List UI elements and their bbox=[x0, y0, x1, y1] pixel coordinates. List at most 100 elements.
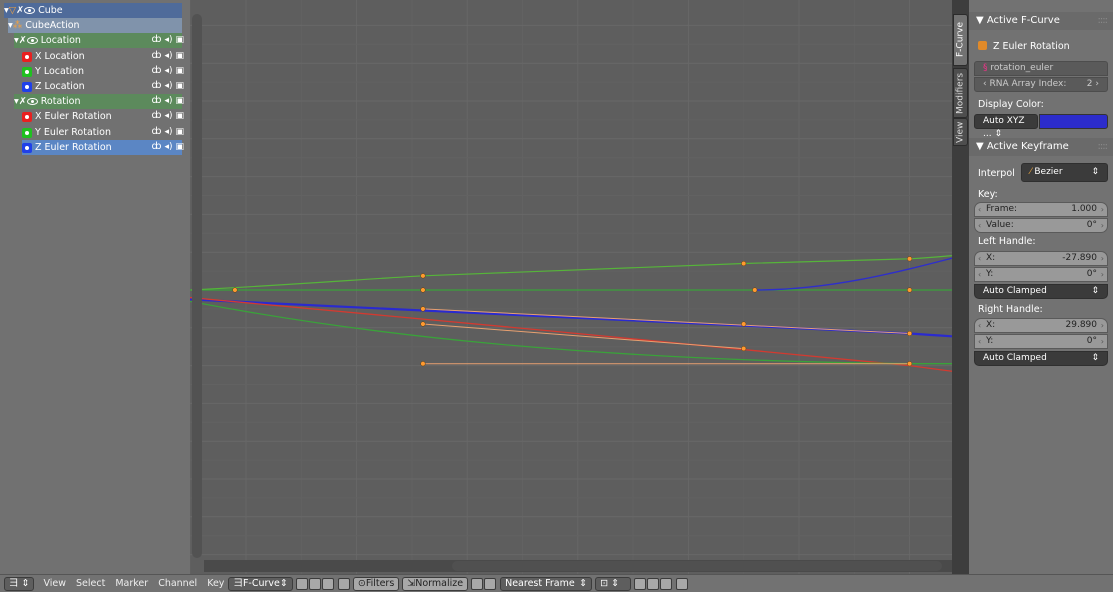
expand-arrow-icon[interactable]: ▾ bbox=[14, 35, 19, 46]
ghost-curves-icon[interactable] bbox=[676, 577, 689, 590]
expand-arrow-icon[interactable]: ▾ bbox=[14, 96, 19, 107]
keyframe-point[interactable] bbox=[907, 330, 913, 337]
search-icon[interactable] bbox=[337, 577, 350, 590]
editor-type-button[interactable]: ⺕ ⇕ bbox=[4, 576, 35, 591]
pin-icon[interactable]: ✗ bbox=[18, 35, 27, 46]
keyframe-point[interactable] bbox=[907, 287, 913, 293]
visibility-eye-icon[interactable] bbox=[22, 127, 32, 138]
modifier-wrench-icon[interactable]: ȸ bbox=[151, 141, 162, 152]
channel-z-location[interactable]: Z Location ȸ ◂) ▣ bbox=[22, 79, 184, 94]
paste-flipped-icon[interactable] bbox=[660, 577, 673, 590]
frame-field[interactable]: ‹ Frame: 1.000 › bbox=[974, 202, 1108, 217]
channel-y-euler-rotation[interactable]: Y Euler Rotation ȸ ◂) ▣ bbox=[22, 125, 184, 140]
decrement-arrow-icon[interactable]: ‹ bbox=[978, 221, 982, 230]
channel-rotation[interactable]: ▾ ✗ Rotation ȸ ◂) ▣ bbox=[14, 94, 184, 109]
increment-arrow-icon[interactable]: › bbox=[1100, 205, 1104, 214]
pin-icon[interactable]: ✗ bbox=[16, 5, 25, 16]
visibility-eye-icon[interactable] bbox=[22, 142, 32, 153]
menu-channel[interactable]: Channel bbox=[158, 578, 198, 589]
right-handle-x-field[interactable]: ‹ X: 29.890 › bbox=[974, 318, 1108, 333]
mode-dropdown[interactable]: ⺕ F-Curve ⇕ bbox=[228, 576, 293, 591]
fcurve-graph[interactable]: 121086420-2-4-6-8-10-1230405060708090100… bbox=[190, 0, 952, 574]
mute-speaker-icon[interactable]: ◂) bbox=[164, 80, 173, 91]
visibility-eye-icon[interactable] bbox=[22, 111, 32, 122]
mute-speaker-icon[interactable]: ◂) bbox=[164, 141, 173, 152]
channel-location[interactable]: ▾ ✗ Location ȸ ◂) ▣ bbox=[14, 33, 184, 48]
active-fcurve-panel-header[interactable]: ▼ Active F-Curve :::: bbox=[969, 12, 1113, 30]
lock-icon[interactable]: ▣ bbox=[175, 50, 184, 61]
increment-arrow-icon[interactable]: › bbox=[1100, 337, 1104, 346]
tab-fcurve[interactable]: F-Curve bbox=[953, 14, 968, 66]
drag-grip-icon[interactable]: :::: bbox=[1097, 15, 1109, 26]
increment-arrow-icon[interactable]: › bbox=[1100, 221, 1104, 230]
menu-view[interactable]: View bbox=[43, 578, 67, 589]
mute-speaker-icon[interactable]: ◂) bbox=[164, 110, 173, 121]
keyframe-point[interactable] bbox=[752, 287, 758, 293]
normalize-toggle[interactable]: ⇲ Normalize bbox=[402, 576, 469, 591]
mute-speaker-icon[interactable]: ◂) bbox=[164, 34, 173, 45]
expand-arrow-icon[interactable]: ▾ bbox=[4, 5, 9, 16]
drag-grip-icon[interactable]: :::: bbox=[1097, 141, 1109, 152]
keyframe-point[interactable] bbox=[420, 287, 426, 293]
increment-arrow-icon[interactable]: › bbox=[1100, 321, 1104, 330]
horizontal-scrollbar[interactable] bbox=[452, 561, 942, 571]
auto-normalize-icon[interactable] bbox=[471, 577, 484, 590]
record-icon[interactable] bbox=[484, 577, 497, 590]
left-handle-x-field[interactable]: ‹ X: -27.890 › bbox=[974, 251, 1108, 266]
keyframe-point[interactable] bbox=[907, 361, 913, 367]
lock-icon[interactable]: ▣ bbox=[175, 110, 184, 121]
expand-arrow-icon[interactable]: ▾ bbox=[8, 20, 13, 31]
channel-x-euler-rotation[interactable]: X Euler Rotation ȸ ◂) ▣ bbox=[22, 109, 184, 124]
left-handle-y-field[interactable]: ‹ Y: 0° › bbox=[974, 267, 1108, 282]
copy-keyframes-icon[interactable] bbox=[634, 577, 647, 590]
paste-keyframes-icon[interactable] bbox=[647, 577, 660, 590]
mute-speaker-icon[interactable]: ◂) bbox=[164, 126, 173, 137]
curve-z-euler-rotation[interactable] bbox=[190, 298, 952, 346]
curve-z-rotation-up[interactable] bbox=[754, 218, 952, 291]
mute-speaker-icon[interactable]: ◂) bbox=[164, 95, 173, 106]
lock-icon[interactable]: ▣ bbox=[175, 80, 184, 91]
channel-x-location[interactable]: X Location ȸ ◂) ▣ bbox=[22, 49, 184, 64]
keyframe-point[interactable] bbox=[741, 321, 747, 327]
visibility-eye-icon[interactable] bbox=[22, 81, 32, 92]
pin-icon[interactable]: ✗ bbox=[18, 96, 27, 107]
modifier-wrench-icon[interactable]: ȸ bbox=[151, 34, 162, 45]
mute-speaker-icon[interactable]: ◂) bbox=[164, 50, 173, 61]
lock-icon[interactable]: ▣ bbox=[175, 126, 184, 137]
tab-modifiers[interactable]: Modifiers bbox=[953, 68, 968, 118]
pivot-dropdown[interactable]: ⊡ ⇕ bbox=[595, 576, 632, 591]
keyframe-point[interactable] bbox=[420, 321, 426, 327]
left-handle-type-dropdown[interactable]: Auto Clamped ⇕ bbox=[974, 284, 1108, 299]
vertical-scrollbar[interactable] bbox=[192, 14, 202, 558]
filters-button[interactable]: ⊙ Filters bbox=[352, 576, 400, 591]
channel-cube[interactable]: ▾ ▽ ✗ Cube bbox=[4, 3, 182, 18]
keyframe-point[interactable] bbox=[420, 273, 426, 279]
modifier-wrench-icon[interactable]: ȸ bbox=[151, 126, 162, 137]
keyframe-point[interactable] bbox=[232, 287, 238, 293]
channel-cubeaction[interactable]: ▾ ⁂ CubeAction bbox=[8, 18, 182, 33]
eye-icon[interactable] bbox=[26, 98, 38, 105]
cursor-icon[interactable] bbox=[295, 577, 308, 590]
eye-icon[interactable] bbox=[24, 7, 36, 14]
keyframe-point[interactable] bbox=[420, 306, 426, 312]
display-color-swatch[interactable] bbox=[1039, 114, 1108, 129]
decrement-arrow-icon[interactable]: ‹ bbox=[978, 337, 982, 346]
visibility-eye-icon[interactable] bbox=[22, 51, 32, 62]
increment-arrow-icon[interactable]: › bbox=[1100, 254, 1104, 263]
decrement-arrow-icon[interactable]: ‹ bbox=[978, 270, 982, 279]
menu-key[interactable]: Key bbox=[207, 578, 225, 589]
value-field[interactable]: ‹ Value: 0° › bbox=[974, 218, 1108, 233]
menu-marker[interactable]: Marker bbox=[115, 578, 149, 589]
only-selected-icon[interactable] bbox=[308, 577, 321, 590]
modifier-wrench-icon[interactable]: ȸ bbox=[151, 50, 162, 61]
lock-icon[interactable]: ▣ bbox=[175, 34, 184, 45]
lock-icon[interactable]: ▣ bbox=[175, 95, 184, 106]
tab-view[interactable]: View bbox=[953, 118, 968, 146]
right-handle-y-field[interactable]: ‹ Y: 0° › bbox=[974, 334, 1108, 349]
visibility-eye-icon[interactable] bbox=[22, 66, 32, 77]
right-handle-type-dropdown[interactable]: Auto Clamped ⇕ bbox=[974, 351, 1108, 366]
channel-z-euler-rotation[interactable]: Z Euler Rotation ȸ ◂) ▣ bbox=[22, 140, 184, 155]
keyframe-point[interactable] bbox=[420, 361, 426, 367]
increment-arrow-icon[interactable]: › bbox=[1100, 270, 1104, 279]
decrement-arrow-icon[interactable]: ‹ bbox=[978, 205, 982, 214]
